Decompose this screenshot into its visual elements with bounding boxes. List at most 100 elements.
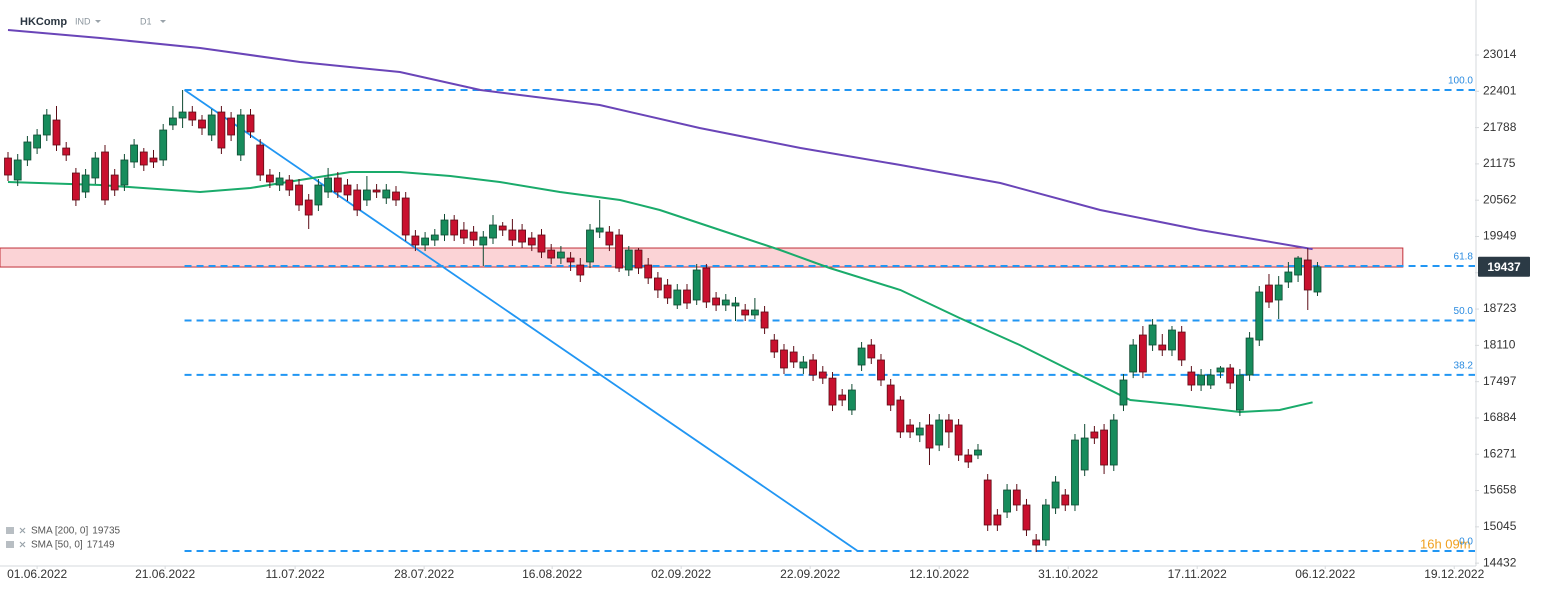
- candle-body: [198, 119, 206, 129]
- x-tick-label: 11.07.2022: [266, 567, 325, 581]
- candle-body: [1061, 494, 1070, 506]
- candle-body: [1187, 371, 1196, 386]
- sma-line: [7, 29, 1313, 251]
- candle-body: [983, 479, 992, 526]
- legend-icon: [6, 541, 14, 548]
- candle-body: [459, 229, 468, 239]
- candle-body: [634, 249, 643, 269]
- x-tick-label: 01.06.2022: [7, 567, 67, 581]
- x-tick-label: 28.07.2022: [394, 567, 454, 581]
- candle-body: [130, 144, 138, 163]
- candle-body: [974, 449, 982, 456]
- x-tick-label: 02.09.2022: [651, 567, 711, 581]
- candle-body: [915, 427, 924, 436]
- candle-body: [789, 351, 798, 363]
- candle-body: [683, 289, 691, 304]
- countdown: 16h 09m: [1420, 536, 1471, 551]
- candle-body: [624, 249, 633, 271]
- legend-name: SMA [200, 0]: [31, 526, 88, 537]
- candle-body: [4, 157, 12, 176]
- candle-body: [1071, 439, 1079, 506]
- candle-body: [72, 172, 80, 201]
- candle-body: [605, 231, 614, 246]
- candle-body: [712, 297, 720, 306]
- candle-body: [586, 229, 594, 263]
- legend-name: SMA [50, 0]: [31, 540, 83, 551]
- candle-body: [741, 309, 750, 316]
- candle-body: [1235, 374, 1244, 411]
- candle-body: [275, 177, 284, 186]
- candle-body: [877, 359, 885, 381]
- candle-body: [1255, 291, 1264, 341]
- candle-body: [411, 235, 420, 246]
- instrument-class: IND: [75, 16, 91, 26]
- candle-body: [818, 371, 827, 379]
- candle-body: [1303, 259, 1312, 291]
- candle-body: [382, 189, 391, 199]
- candle-body: [52, 119, 61, 146]
- candle-body: [1022, 504, 1031, 531]
- y-tick-label: 15045: [1483, 519, 1517, 533]
- candle-body: [838, 394, 847, 401]
- candle-body: [42, 114, 51, 136]
- y-tick-label: 19949: [1483, 229, 1517, 243]
- candle-body: [615, 234, 623, 269]
- candle-body: [721, 299, 730, 306]
- candle-body: [362, 189, 371, 201]
- y-tick-label: 21788: [1483, 120, 1517, 134]
- candle-body: [343, 184, 352, 196]
- candle-body: [760, 311, 769, 329]
- candle-body: [1177, 331, 1186, 361]
- candle-body: [925, 424, 934, 449]
- candles-layer: [4, 89, 1322, 553]
- candle-body: [1226, 367, 1235, 384]
- candle-body: [1148, 324, 1157, 346]
- candle-body: [81, 174, 90, 193]
- legend-icon: [6, 527, 14, 534]
- candle-body: [168, 117, 177, 126]
- candle-body: [1090, 431, 1099, 439]
- candle-body: [324, 177, 332, 193]
- candle-body: [673, 289, 682, 306]
- candle-body: [954, 424, 963, 456]
- candle-body: [217, 111, 226, 149]
- x-tick-label: 21.06.2022: [135, 567, 195, 581]
- trendline: [184, 89, 859, 552]
- candle-body: [547, 249, 556, 259]
- candle-body: [188, 111, 197, 121]
- candle-body: [149, 157, 158, 163]
- candle-body: [159, 129, 168, 161]
- candle-body: [867, 344, 876, 359]
- x-tick-label: 19.12.2022: [1424, 567, 1484, 581]
- candle-body: [993, 514, 1002, 526]
- candle-body: [935, 419, 944, 446]
- candle-body: [353, 189, 362, 211]
- candle-body: [1313, 266, 1322, 293]
- candle-body: [906, 424, 914, 433]
- candle-body: [479, 236, 488, 246]
- candle-body: [644, 264, 653, 279]
- candle-body: [62, 147, 71, 156]
- x-tick-label: 12.10.2022: [909, 567, 969, 581]
- x-tick-label: 17.11.2022: [1168, 567, 1227, 581]
- candle-body: [663, 284, 672, 299]
- candle-body: [489, 224, 497, 239]
- fib-label: 38.2: [1454, 361, 1474, 372]
- candle-body: [401, 197, 410, 236]
- y-tick-label: 16271: [1483, 446, 1517, 460]
- candle-body: [537, 234, 546, 253]
- candle-body: [847, 389, 856, 411]
- candle-body: [1012, 489, 1021, 506]
- y-tick-label: 18110: [1483, 338, 1516, 352]
- candle-body: [421, 237, 429, 246]
- candle-body: [265, 174, 274, 183]
- candle-body: [91, 157, 100, 179]
- candle-body: [857, 347, 866, 366]
- candle-body: [1245, 337, 1254, 376]
- candle-body: [1041, 504, 1050, 541]
- symbol: HKComp: [20, 16, 67, 28]
- x-tick-label: 31.10.2022: [1038, 567, 1098, 581]
- candle-body: [944, 419, 953, 433]
- y-tick-label: 20562: [1483, 192, 1517, 206]
- candle-body: [566, 257, 575, 263]
